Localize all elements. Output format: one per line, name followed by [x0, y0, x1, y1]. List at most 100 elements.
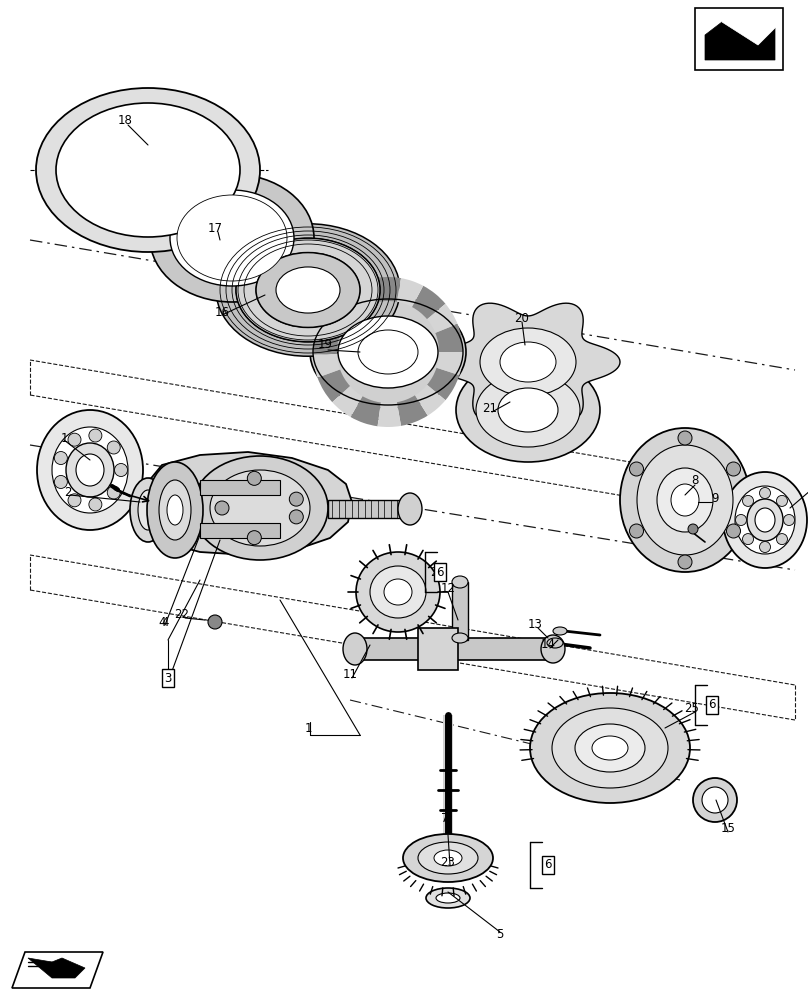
Text: 18: 18 — [117, 113, 133, 126]
Ellipse shape — [37, 410, 143, 530]
Text: 6: 6 — [709, 698, 716, 712]
Text: 19: 19 — [318, 338, 333, 352]
Text: 24: 24 — [431, 566, 445, 578]
Ellipse shape — [452, 633, 468, 643]
Ellipse shape — [755, 508, 775, 532]
Wedge shape — [329, 287, 363, 321]
Text: 16: 16 — [214, 306, 229, 318]
Ellipse shape — [370, 566, 426, 618]
Wedge shape — [313, 354, 340, 378]
Polygon shape — [436, 303, 620, 421]
Text: 12: 12 — [440, 582, 456, 594]
Text: 14: 14 — [541, 639, 556, 652]
Bar — [200, 523, 280, 538]
Circle shape — [629, 524, 643, 538]
Wedge shape — [372, 277, 401, 302]
Wedge shape — [436, 324, 463, 352]
Circle shape — [735, 514, 747, 526]
Circle shape — [54, 475, 67, 488]
Ellipse shape — [476, 373, 580, 447]
Wedge shape — [377, 402, 401, 427]
Circle shape — [743, 534, 754, 545]
Text: 4: 4 — [162, 615, 169, 629]
Circle shape — [688, 524, 698, 534]
Ellipse shape — [76, 454, 104, 486]
Ellipse shape — [338, 316, 438, 388]
Wedge shape — [318, 369, 350, 402]
Ellipse shape — [236, 238, 380, 342]
Ellipse shape — [147, 462, 203, 558]
Ellipse shape — [498, 388, 558, 432]
Ellipse shape — [138, 490, 158, 530]
Text: 25: 25 — [684, 702, 700, 714]
Ellipse shape — [130, 478, 166, 542]
Circle shape — [289, 510, 303, 524]
Polygon shape — [28, 958, 85, 978]
Text: 8: 8 — [692, 474, 699, 487]
Ellipse shape — [384, 579, 412, 605]
Text: 11: 11 — [343, 668, 357, 682]
Wedge shape — [412, 286, 445, 319]
Circle shape — [743, 495, 754, 506]
Text: 7: 7 — [441, 812, 448, 824]
Bar — [452, 582, 468, 640]
Ellipse shape — [620, 428, 750, 572]
Text: 3: 3 — [164, 672, 171, 684]
Polygon shape — [12, 952, 103, 988]
Text: 17: 17 — [208, 222, 222, 234]
Ellipse shape — [480, 328, 576, 396]
Wedge shape — [313, 326, 340, 355]
Ellipse shape — [398, 493, 422, 525]
Text: 13: 13 — [528, 618, 542, 632]
Ellipse shape — [36, 88, 260, 252]
Circle shape — [107, 441, 120, 454]
Ellipse shape — [426, 888, 470, 908]
Circle shape — [726, 462, 740, 476]
Circle shape — [89, 498, 102, 511]
Polygon shape — [722, 10, 775, 45]
Circle shape — [247, 471, 261, 485]
Ellipse shape — [177, 195, 287, 281]
Bar — [448, 638, 553, 660]
Ellipse shape — [356, 552, 440, 632]
Ellipse shape — [66, 443, 114, 497]
Ellipse shape — [434, 850, 462, 866]
Ellipse shape — [747, 499, 783, 541]
Wedge shape — [427, 368, 459, 400]
Wedge shape — [397, 395, 427, 426]
Text: 5: 5 — [496, 928, 503, 942]
Ellipse shape — [735, 486, 795, 554]
Ellipse shape — [276, 267, 340, 313]
Ellipse shape — [671, 484, 699, 516]
Text: 15: 15 — [721, 822, 735, 834]
Ellipse shape — [637, 445, 733, 555]
Wedge shape — [332, 386, 363, 417]
Circle shape — [726, 524, 740, 538]
Bar — [443, 715, 453, 835]
Ellipse shape — [210, 470, 310, 546]
Bar — [148, 478, 178, 540]
Ellipse shape — [452, 576, 468, 588]
Wedge shape — [351, 279, 377, 308]
Text: 6: 6 — [545, 858, 552, 871]
Ellipse shape — [553, 627, 567, 635]
Wedge shape — [397, 278, 423, 307]
Text: 1: 1 — [61, 432, 68, 444]
Text: 6: 6 — [436, 566, 444, 578]
Polygon shape — [705, 22, 775, 60]
Ellipse shape — [541, 635, 565, 663]
Text: 1: 1 — [305, 722, 312, 734]
Ellipse shape — [256, 253, 360, 327]
Ellipse shape — [150, 174, 314, 302]
Circle shape — [215, 501, 229, 515]
Text: 2: 2 — [65, 486, 72, 498]
Ellipse shape — [170, 190, 294, 286]
Ellipse shape — [723, 472, 807, 568]
Circle shape — [54, 452, 67, 465]
Ellipse shape — [693, 778, 737, 822]
Bar — [418, 628, 458, 670]
Wedge shape — [436, 352, 463, 375]
Ellipse shape — [343, 633, 367, 665]
Circle shape — [760, 542, 771, 552]
Wedge shape — [318, 306, 347, 335]
